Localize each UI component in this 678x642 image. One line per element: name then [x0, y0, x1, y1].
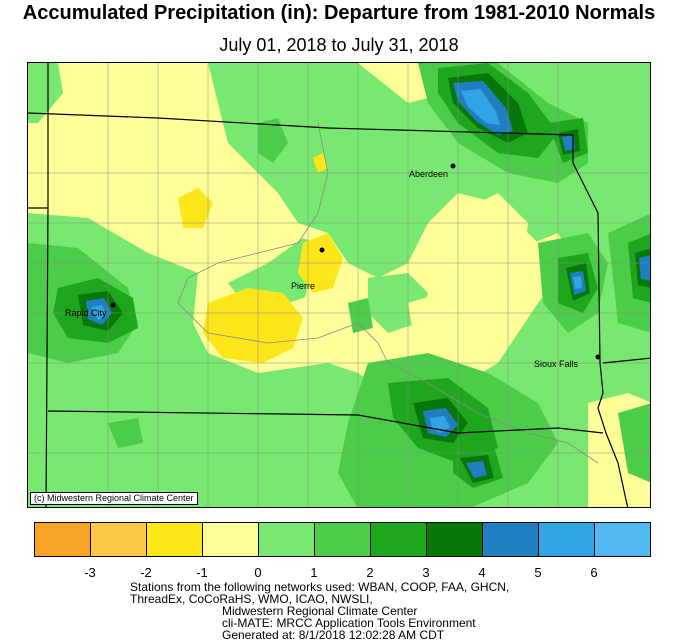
city-aberdeen: Aberdeen: [409, 163, 456, 179]
map-title: Accumulated Precipitation (in): Departur…: [22, 2, 656, 24]
state-boundaries: [28, 63, 650, 507]
date-range: July 01, 2018 to July 31, 2018: [219, 35, 459, 55]
city-pierre: Pierre: [291, 247, 325, 291]
legend-swatch: [482, 522, 539, 557]
contour-near-normal: [298, 193, 650, 507]
legend-tick-label: -2: [140, 565, 152, 580]
city-label: Aberdeen: [409, 169, 448, 179]
city-label: Sioux Falls: [534, 359, 579, 369]
city-label: Rapid City: [65, 308, 107, 318]
legend-swatch: [594, 522, 651, 557]
legend-tick-label: -1: [196, 565, 208, 580]
contour-light-blue: [91, 89, 582, 433]
city-dot: [595, 354, 601, 360]
city-dot: [110, 302, 116, 308]
legend-swatch: [426, 522, 483, 557]
map-canvas: Aberdeen Pierre Rapid City Sioux Falls: [28, 63, 650, 507]
legend-tick-label: -3: [84, 565, 96, 580]
footer-line: Midwestern Regional Climate Center: [222, 604, 418, 618]
county-lines: [28, 63, 650, 507]
color-legend: [34, 522, 651, 557]
city-sioux-falls: Sioux Falls: [534, 354, 601, 369]
footer-notes: Stations from the following networks use…: [130, 581, 509, 641]
legend-tick-label: 4: [478, 565, 486, 580]
footer-line: cli-MATE: MRCC Application Tools Environ…: [222, 616, 476, 630]
legend-swatch: [90, 522, 147, 557]
footer-line: Stations from the following networks use…: [130, 580, 510, 594]
legend-swatch: [370, 522, 427, 557]
city-rapid-city: Rapid City: [65, 302, 116, 318]
legend-tick-label: 6: [590, 565, 598, 580]
legend-swatch: [258, 522, 315, 557]
precipitation-map: Aberdeen Pierre Rapid City Sioux Falls (…: [27, 62, 651, 508]
legend-tick-label: 2: [366, 565, 374, 580]
legend-swatch: [146, 522, 203, 557]
legend-swatch: [314, 522, 371, 557]
map-credit: (c) Midwestern Regional Climate Center: [30, 492, 198, 505]
city-label: Pierre: [291, 281, 315, 291]
legend-tick-label: 5: [534, 565, 542, 580]
footer-line: Generated at: 8/1/2018 12:02:28 AM CDT: [222, 628, 445, 642]
footer-line: ThreadEx, CoCoRaHS, WMO, ICAO, NWSLI,: [130, 592, 373, 606]
legend-tick-label: 1: [310, 565, 318, 580]
city-dot: [319, 247, 325, 253]
legend-tick-label: 3: [422, 565, 430, 580]
river-line: [177, 122, 599, 464]
legend-swatch: [34, 522, 91, 557]
legend-swatch: [538, 522, 595, 557]
legend-swatch: [202, 522, 259, 557]
city-dot: [450, 163, 456, 169]
legend-tick-label: 0: [254, 565, 262, 580]
